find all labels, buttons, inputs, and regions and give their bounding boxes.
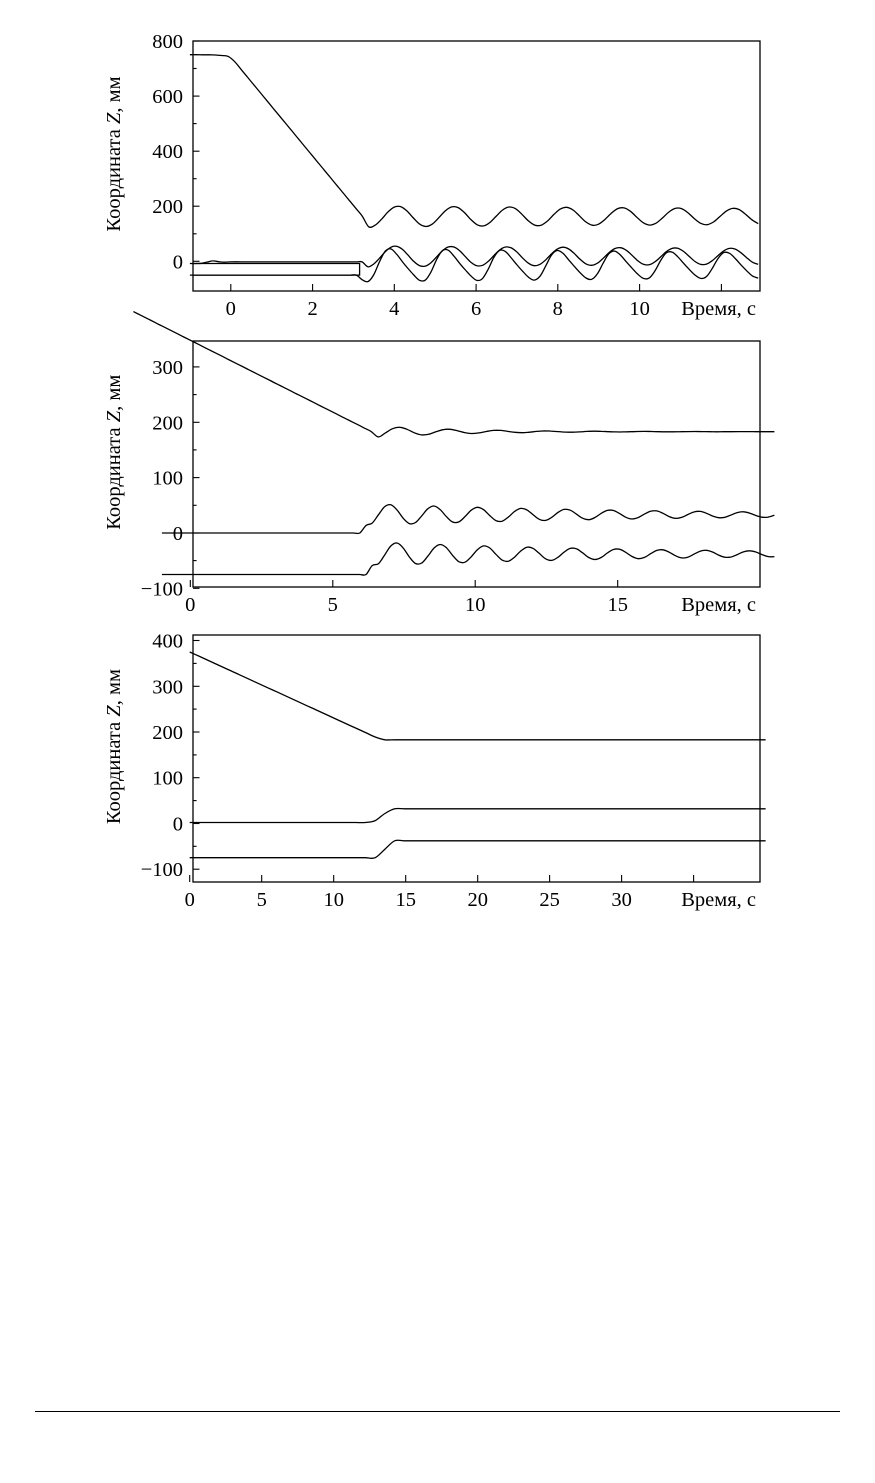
- svg-text:600: 600: [152, 86, 183, 108]
- svg-text:8: 8: [553, 298, 563, 320]
- svg-text:−100: −100: [141, 578, 183, 600]
- svg-text:Время, с: Время, с: [681, 594, 756, 616]
- svg-text:6: 6: [471, 298, 481, 320]
- svg-text:Координата Z, мм: Координата Z, мм: [103, 375, 125, 530]
- svg-text:0: 0: [185, 594, 195, 616]
- svg-text:200: 200: [152, 412, 183, 434]
- svg-text:Время, с: Время, с: [681, 889, 756, 911]
- svg-text:Координата Z, мм: Координата Z, мм: [103, 669, 125, 824]
- svg-text:300: 300: [152, 357, 183, 379]
- svg-text:15: 15: [607, 594, 628, 616]
- svg-text:30: 30: [611, 889, 632, 911]
- svg-text:200: 200: [152, 722, 183, 744]
- svg-text:2: 2: [307, 298, 317, 320]
- svg-text:10: 10: [629, 298, 650, 320]
- svg-text:100: 100: [152, 768, 183, 790]
- svg-text:10: 10: [323, 889, 344, 911]
- svg-text:−100: −100: [141, 859, 183, 881]
- svg-text:800: 800: [152, 31, 183, 53]
- svg-text:4: 4: [389, 298, 399, 320]
- svg-text:400: 400: [152, 631, 183, 653]
- svg-text:0: 0: [185, 889, 195, 911]
- svg-text:20: 20: [467, 889, 488, 911]
- svg-text:Время, с: Время, с: [681, 298, 756, 320]
- svg-text:200: 200: [152, 196, 183, 218]
- svg-text:10: 10: [465, 594, 486, 616]
- svg-text:0: 0: [173, 251, 183, 273]
- svg-text:Координата Z, мм: Координата Z, мм: [103, 76, 125, 231]
- svg-text:0: 0: [173, 523, 183, 545]
- svg-text:5: 5: [328, 594, 338, 616]
- svg-text:300: 300: [152, 676, 183, 698]
- svg-text:400: 400: [152, 141, 183, 163]
- svg-text:100: 100: [152, 468, 183, 490]
- svg-text:25: 25: [539, 889, 560, 911]
- svg-text:5: 5: [257, 889, 267, 911]
- svg-text:15: 15: [395, 889, 416, 911]
- svg-text:0: 0: [226, 298, 236, 320]
- svg-text:0: 0: [173, 814, 183, 836]
